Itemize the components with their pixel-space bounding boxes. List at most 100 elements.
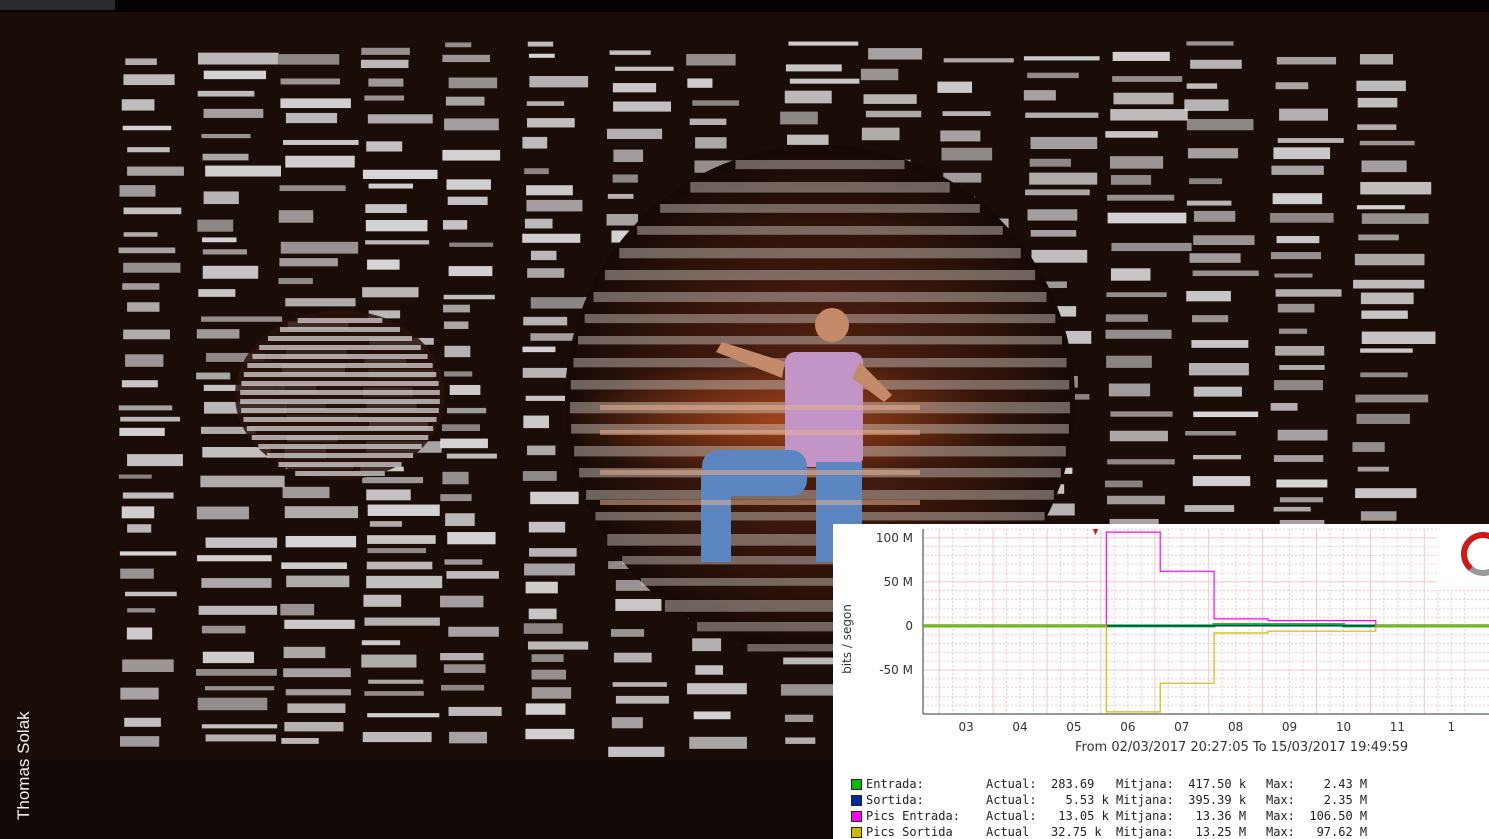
stripe xyxy=(364,617,440,626)
legend-average: Mitjana: 395.39 k xyxy=(1116,793,1247,807)
stripe xyxy=(747,644,893,652)
stripe xyxy=(297,318,383,323)
stripe xyxy=(1279,328,1308,334)
stripe xyxy=(530,250,557,261)
stripe xyxy=(1189,253,1241,263)
stripe xyxy=(1184,99,1229,111)
stripe xyxy=(118,247,176,254)
stripe xyxy=(526,199,583,212)
stripe xyxy=(283,646,326,659)
stripe xyxy=(365,240,430,245)
legend-actual: Actual 32.75 k xyxy=(986,825,1102,839)
stripe xyxy=(1360,372,1408,378)
legend-swatch xyxy=(851,826,862,838)
stripe xyxy=(282,486,330,499)
series-lines xyxy=(923,529,1489,713)
stripe xyxy=(524,168,549,175)
stripe xyxy=(1279,365,1325,370)
stripe xyxy=(523,415,550,429)
stripe xyxy=(367,548,427,554)
stripe xyxy=(608,746,665,757)
stripe xyxy=(278,210,314,223)
stripe xyxy=(527,445,556,456)
series-line xyxy=(923,625,1489,713)
stripe xyxy=(692,100,740,106)
plot-area xyxy=(923,529,1489,714)
stripe xyxy=(123,329,171,340)
stripe xyxy=(1277,138,1344,143)
stripe xyxy=(526,101,565,106)
stripe xyxy=(784,90,832,104)
stripe xyxy=(127,147,170,153)
stripe xyxy=(1276,236,1320,244)
stripe xyxy=(127,302,160,312)
stripe xyxy=(122,492,174,499)
stripe xyxy=(780,684,836,696)
stripe xyxy=(1355,488,1417,499)
stripe xyxy=(447,407,487,414)
stripe xyxy=(197,555,272,562)
stripe xyxy=(202,249,247,255)
stripe xyxy=(689,736,747,749)
stripe xyxy=(367,504,440,516)
stripe xyxy=(615,598,662,611)
stripe xyxy=(362,287,419,298)
stripe xyxy=(243,417,437,422)
stripe xyxy=(283,668,351,678)
stripe xyxy=(118,405,173,411)
stripe xyxy=(1277,303,1315,313)
stripe xyxy=(1356,205,1405,210)
stripe xyxy=(442,54,491,63)
stripe xyxy=(600,430,920,435)
stripe xyxy=(363,594,402,607)
stripe xyxy=(123,262,181,273)
stripe xyxy=(1359,54,1394,65)
stripe xyxy=(1192,315,1229,323)
stripe xyxy=(446,571,499,579)
stripe xyxy=(197,697,268,711)
stripe xyxy=(1023,56,1100,61)
stripe xyxy=(120,416,181,422)
stripe xyxy=(528,608,557,620)
stripe xyxy=(527,41,554,47)
stripe xyxy=(124,717,161,727)
stripe xyxy=(444,371,473,377)
stripe xyxy=(696,622,944,632)
stripe xyxy=(364,691,424,696)
stripe xyxy=(640,578,1000,586)
stripe xyxy=(1273,506,1311,512)
stripe xyxy=(446,453,497,459)
stripe xyxy=(1189,178,1223,185)
stripe xyxy=(202,651,254,664)
stripe xyxy=(1354,253,1425,266)
stripe xyxy=(687,683,747,695)
stripe xyxy=(122,283,160,290)
stripe xyxy=(446,179,491,190)
stripe xyxy=(449,731,487,744)
stripe xyxy=(788,41,859,46)
stripe xyxy=(280,327,400,332)
stripe xyxy=(615,695,669,704)
stripe xyxy=(860,68,899,81)
y-tick-label: 100 M xyxy=(876,531,913,545)
stripe xyxy=(611,717,643,729)
stripe xyxy=(524,218,553,229)
stripe xyxy=(444,559,483,565)
stripe xyxy=(360,59,409,69)
stripe xyxy=(243,372,437,377)
stripe xyxy=(125,591,177,597)
stripe xyxy=(203,191,239,205)
legend-average: Mitjana: 13.25 M xyxy=(1116,825,1247,839)
stripe xyxy=(366,561,433,570)
stripe xyxy=(196,329,240,339)
stripe xyxy=(735,160,905,170)
stripe xyxy=(528,521,566,533)
stripe xyxy=(531,669,566,680)
stripe xyxy=(1113,92,1174,105)
x-tick-label: 05 xyxy=(1066,720,1081,734)
stripe xyxy=(448,266,493,277)
stripe xyxy=(865,110,922,118)
stripe xyxy=(578,336,1062,345)
traffic-graph-panel: 100 M 50 M 0 -50 M 03 04 05 06 07 08 09 10 11 1 bits… xyxy=(833,524,1489,839)
stripe xyxy=(445,513,475,526)
